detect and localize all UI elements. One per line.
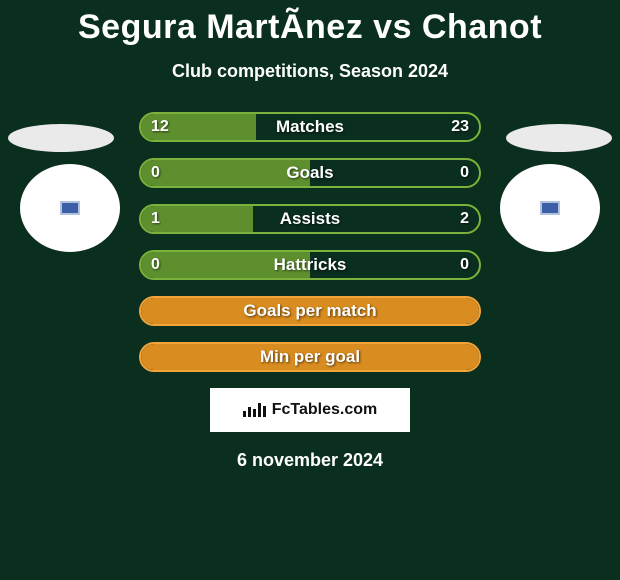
stat-value-right: 23: [451, 114, 469, 140]
stat-value-right: 0: [460, 252, 469, 278]
stat-row: Min per goal: [139, 342, 481, 372]
brand-bars-icon: [243, 403, 266, 417]
stat-rows: 12Matches230Goals01Assists20Hattricks0Go…: [139, 112, 481, 372]
stat-row: 0Hattricks0: [139, 250, 481, 280]
stat-label: Hattricks: [141, 252, 479, 278]
stat-value-right: 0: [460, 160, 469, 186]
stat-row: 1Assists2: [139, 204, 481, 234]
player-right-avatar: [500, 164, 600, 252]
stat-label: Goals: [141, 160, 479, 186]
flag-icon: [540, 201, 560, 215]
brand-text: FcTables.com: [272, 401, 378, 419]
brand-badge: FcTables.com: [210, 388, 410, 432]
stat-value-right: 2: [460, 206, 469, 232]
stat-label: Min per goal: [141, 344, 479, 370]
player-right-shadow: [506, 124, 612, 152]
title: Segura MartÃ­nez vs Chanot: [0, 8, 620, 47]
body-area: 12Matches230Goals01Assists20Hattricks0Go…: [0, 112, 620, 471]
player-left-shadow: [8, 124, 114, 152]
stat-row: 0Goals0: [139, 158, 481, 188]
stat-row: Goals per match: [139, 296, 481, 326]
stat-label: Goals per match: [141, 298, 479, 324]
stat-label: Matches: [141, 114, 479, 140]
player-left-avatar: [20, 164, 120, 252]
date: 6 november 2024: [0, 450, 620, 471]
comparison-card: Segura MartÃ­nez vs Chanot Club competit…: [0, 0, 620, 471]
stat-label: Assists: [141, 206, 479, 232]
flag-icon: [60, 201, 80, 215]
subtitle: Club competitions, Season 2024: [0, 61, 620, 82]
stat-row: 12Matches23: [139, 112, 481, 142]
